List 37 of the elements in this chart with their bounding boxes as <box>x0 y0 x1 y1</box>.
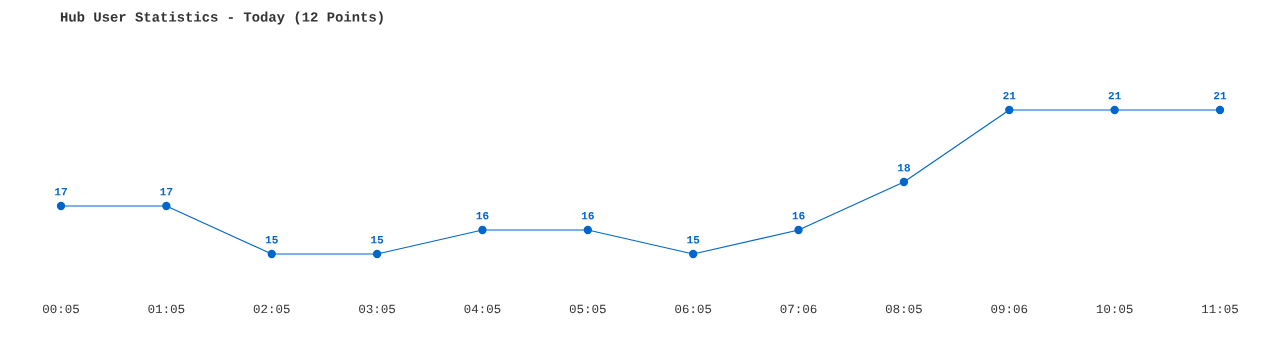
x-tick-label: 08:05 <box>885 304 922 314</box>
point <box>689 249 698 259</box>
point <box>1005 105 1014 115</box>
x-tick-label: 10:05 <box>1096 304 1133 314</box>
data-label: 16 <box>476 211 489 220</box>
data-label: 21 <box>1108 91 1121 100</box>
x-tick-label: 00:05 <box>43 304 79 314</box>
data-label: 15 <box>265 236 278 244</box>
data-label: 21 <box>1214 91 1227 100</box>
point <box>1110 105 1119 115</box>
point <box>267 249 276 259</box>
x-tick-label: 06:05 <box>675 304 712 314</box>
point <box>478 225 487 235</box>
point <box>583 225 592 235</box>
point <box>372 249 382 259</box>
x-tick-label: 03:05 <box>359 304 396 314</box>
x-tick-label: 04:05 <box>464 304 501 314</box>
data-label: 21 <box>1003 91 1016 100</box>
data-label: 17 <box>160 188 173 196</box>
x-tick-label: 09:06 <box>991 304 1028 314</box>
data-label: 16 <box>581 211 594 220</box>
x-tick-label: 07:06 <box>780 304 817 314</box>
data-label: 16 <box>792 211 805 220</box>
data-label: 15 <box>371 236 384 244</box>
point <box>794 225 803 235</box>
x-tick-label: 02:05 <box>253 304 290 314</box>
point <box>1215 105 1225 115</box>
x-tick-label: 11:05 <box>1202 304 1238 314</box>
point <box>162 201 171 211</box>
chart-title: Hub User Statistics - Today (12 Points) <box>60 11 383 25</box>
point <box>899 177 909 187</box>
point <box>56 201 66 211</box>
x-tick-label: 01:05 <box>148 304 185 314</box>
data-label: 15 <box>687 236 700 244</box>
x-tick-label: 05:05 <box>569 304 606 314</box>
data-label: 18 <box>897 163 910 172</box>
data-label: 17 <box>55 188 67 196</box>
